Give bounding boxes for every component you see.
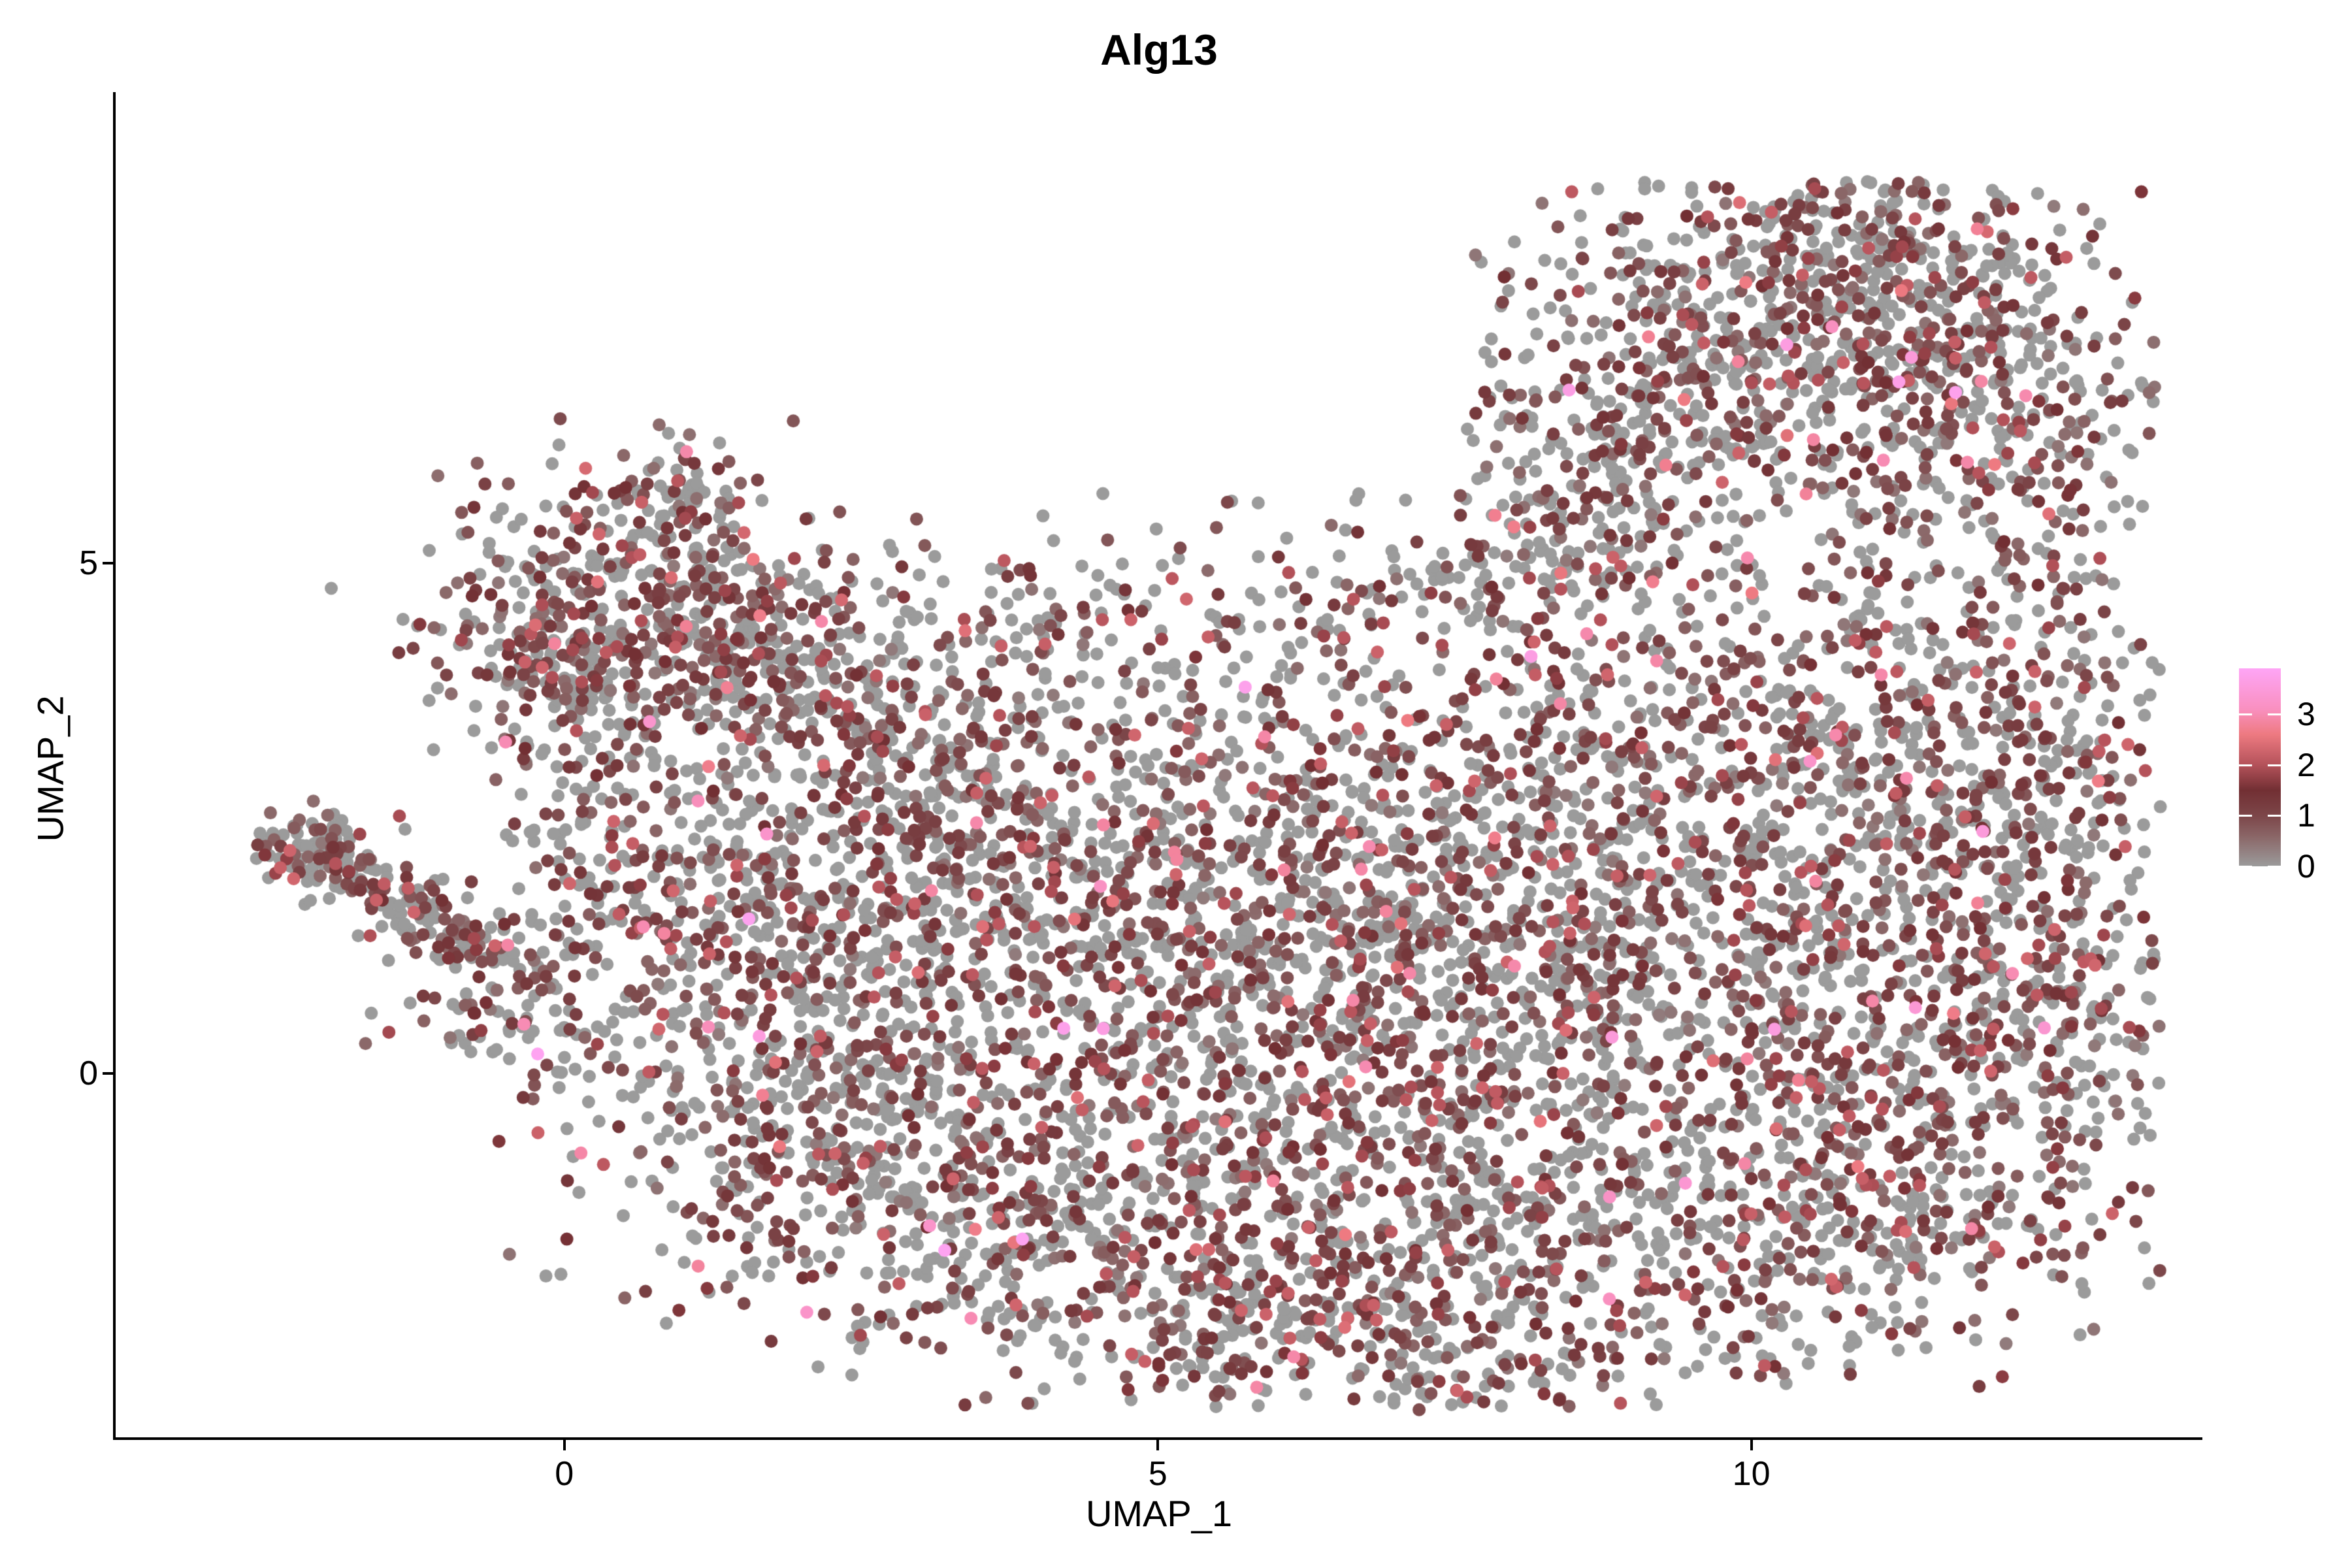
y-axis-tick: [103, 562, 113, 565]
y-axis-tick-label: 5: [79, 544, 98, 583]
x-axis-tick-label: 10: [1732, 1455, 1771, 1493]
legend-tick-mark: [2239, 713, 2252, 715]
legend-tick-mark: [2239, 764, 2252, 766]
y-axis-tick-label: 0: [79, 1054, 98, 1093]
legend-tick-label: 1: [2297, 797, 2315, 834]
x-axis-line: [113, 1437, 2202, 1440]
x-axis-tick-label: 0: [555, 1455, 574, 1493]
legend-tick-mark: [2268, 815, 2281, 817]
umap-scatter-canvas: [116, 92, 2202, 1439]
legend-tick-label: 2: [2297, 746, 2315, 783]
x-axis-title: UMAP_1: [1085, 1493, 1233, 1534]
y-axis-tick: [103, 1072, 113, 1075]
x-axis-tick: [1750, 1440, 1753, 1450]
y-axis-title: UMAP_2: [29, 695, 71, 842]
x-axis-tick: [563, 1440, 566, 1450]
y-axis-line: [113, 92, 116, 1440]
legend-tick-mark: [2268, 764, 2281, 766]
legend-tick-mark: [2239, 815, 2252, 817]
x-axis-tick: [1156, 1440, 1160, 1450]
legend-tick-mark: [2268, 866, 2281, 868]
plot-title: Alg13: [1100, 25, 1218, 74]
legend-tick-mark: [2268, 713, 2281, 715]
x-axis-tick-label: 5: [1148, 1455, 1168, 1493]
legend-tick-label: 3: [2297, 695, 2315, 732]
legend-tick-mark: [2239, 866, 2252, 868]
legend-tick-label: 0: [2297, 848, 2315, 885]
legend-gradient-bar: [2239, 668, 2281, 866]
